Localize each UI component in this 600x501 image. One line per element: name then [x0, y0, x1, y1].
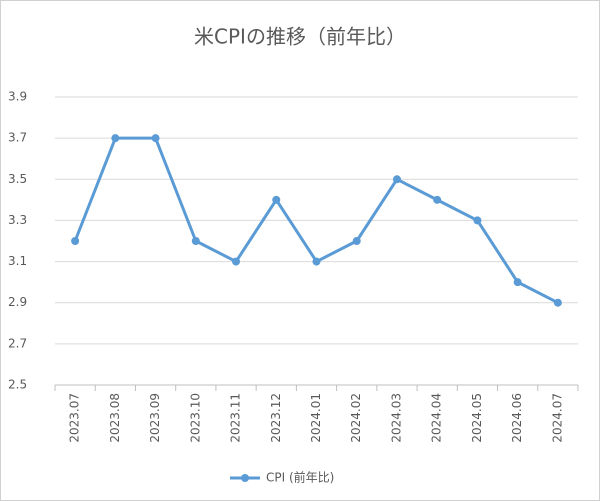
- x-tick-label: 2024.02: [349, 393, 363, 443]
- legend-marker: [241, 474, 249, 482]
- y-tick-label: 3.7: [8, 131, 27, 145]
- marker: [71, 237, 80, 245]
- x-tick-label: 2023.12: [269, 393, 283, 443]
- legend-label: CPI (前年比): [266, 470, 334, 485]
- y-tick-label: 3.3: [8, 213, 27, 227]
- marker: [191, 237, 200, 245]
- y-tick-label: 2.7: [8, 336, 27, 350]
- marker: [513, 278, 522, 287]
- x-tick-label: 2024.05: [470, 393, 484, 443]
- y-tick-label: 3.5: [8, 172, 27, 186]
- x-tick-label: 2023.11: [229, 393, 243, 443]
- x-tick-label: 2024.06: [510, 393, 524, 443]
- x-tick-label: 2024.04: [430, 393, 444, 443]
- y-tick-label: 3.9: [8, 90, 27, 104]
- marker: [433, 195, 442, 204]
- marker: [473, 216, 482, 225]
- x-tick-label: 2023.07: [68, 393, 82, 443]
- y-tick-label: 3.1: [8, 254, 27, 268]
- marker: [312, 257, 321, 266]
- marker: [352, 237, 361, 245]
- x-tick-label: 2023.10: [188, 393, 202, 443]
- marker: [553, 298, 562, 307]
- chart-title: 米CPIの推移（前年比）: [194, 25, 406, 49]
- x-tick-label: 2024.03: [389, 393, 403, 443]
- marker: [151, 134, 160, 143]
- marker: [111, 134, 120, 143]
- marker: [232, 257, 241, 266]
- marker: [272, 195, 281, 204]
- x-tick-label: 2024.01: [309, 393, 323, 443]
- y-tick-label: 2.5: [8, 378, 27, 392]
- marker: [392, 175, 401, 184]
- x-tick-label: 2024.07: [550, 393, 564, 443]
- x-tick-label: 2023.09: [148, 393, 162, 443]
- y-tick-label: 2.9: [8, 295, 27, 309]
- x-tick-label: 2023.08: [108, 393, 122, 443]
